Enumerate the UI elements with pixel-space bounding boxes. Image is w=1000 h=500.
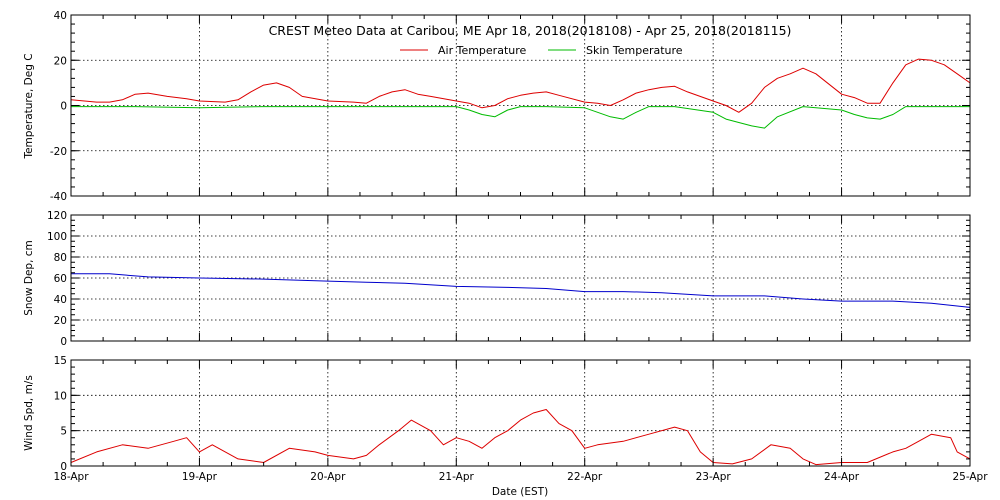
y-tick-label: 0 [60,336,67,348]
x-tick-label: 21-Apr [439,471,475,483]
legend-skin-label: Skin Temperature [586,44,683,57]
x-tick-label: 18-Apr [53,471,89,483]
x-tick-label: 22-Apr [567,471,603,483]
y-tick-label: 10 [54,390,67,402]
snow-series-line [71,273,971,308]
x-tick-label: 19-Apr [182,471,218,483]
wind-y-label: Wind Spd, m/s [23,375,35,451]
y-tick-label: 0 [60,101,67,113]
y-tick-label: 40 [54,294,67,306]
air-temperature-series-line [70,58,971,113]
x-tick-label: 24-Apr [824,471,860,483]
y-tick-label: 0 [60,461,67,473]
x-tick-label: 20-Apr [310,471,346,483]
y-tick-label: 5 [60,426,67,438]
y-tick-label: -20 [50,146,67,158]
y-tick-label: 120 [47,210,67,222]
wind-series-line [70,409,971,466]
temperature-y-label: Temperature, Deg C [23,53,35,159]
wind-speed-panel: 15 10 5 0 Wind Spd, m/s 18-Apr 19-Apr 20-Apr 2… [23,355,988,483]
temperature-panel: 40 20 0 -20 -40 Temperature, Deg C Air Tempe… [23,10,971,203]
snow-y-label: Snow Dep, cm [23,240,35,316]
y-tick-label: 20 [54,315,67,327]
y-tick-label: 40 [54,10,67,22]
x-tick-label: 25-Apr [952,471,988,483]
y-tick-label: 100 [47,231,67,243]
y-tick-label: 60 [54,273,67,285]
y-tick-label: -40 [50,191,67,203]
chart-title: CREST Meteo Data at Caribou, ME Apr 18, … [269,23,792,38]
x-axis-label: Date (EST) [492,486,548,498]
legend-air-label: Air Temperature [438,44,527,57]
skin-temperature-series-line [71,106,970,129]
y-tick-label: 15 [54,355,67,367]
y-tick-label: 80 [54,252,67,264]
snow-depth-panel: 120 100 80 60 40 20 0 Snow Dep, cm [23,210,971,348]
x-tick-label: 23-Apr [696,471,732,483]
wind-plot-frame [70,359,971,467]
legend: Air Temperature Skin Temperature [400,44,683,57]
y-tick-label: 20 [54,55,67,67]
